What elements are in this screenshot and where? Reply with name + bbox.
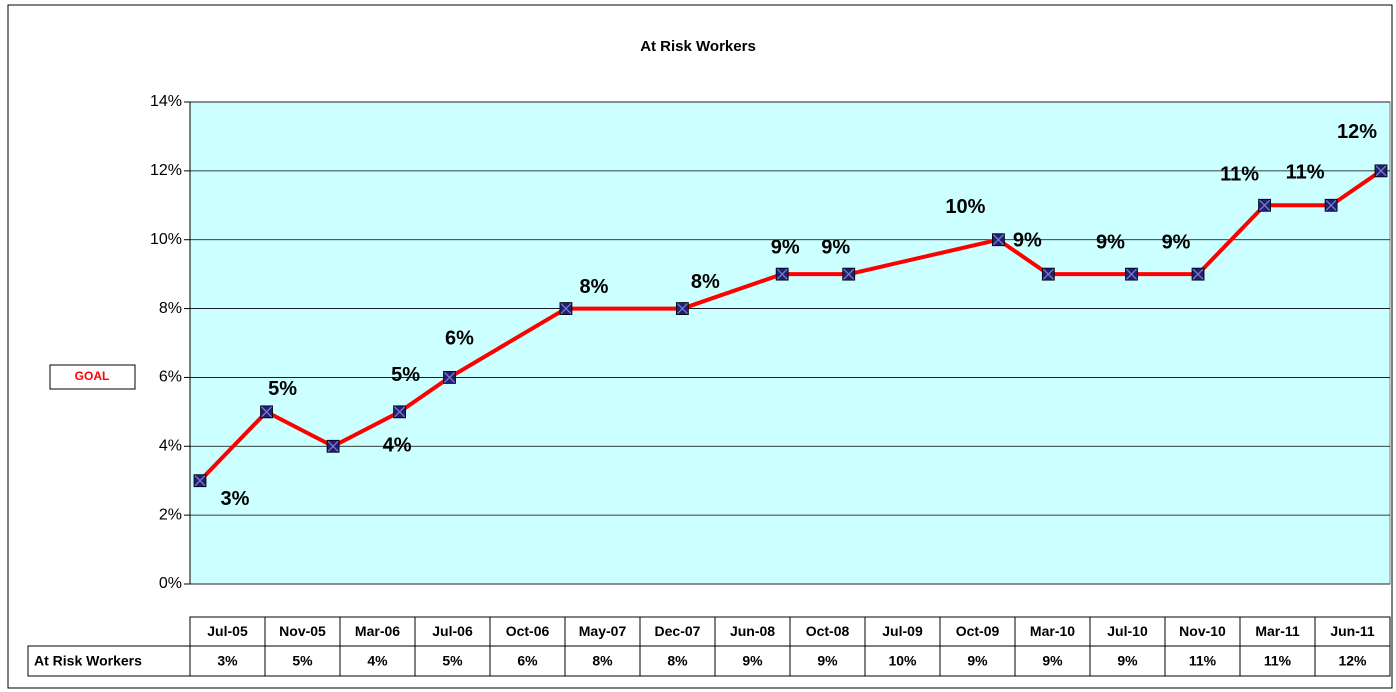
table-cell: 5% [292,653,313,669]
plot-area [189,101,1391,585]
marker [193,474,207,488]
marker-cross [394,406,406,418]
goal-label: GOAL [75,369,110,383]
marker-cross [676,303,688,314]
table-cell: 8% [667,653,688,669]
table-header: Dec-07 [655,623,701,639]
marker-cross [560,303,572,314]
table-header: Jun-08 [730,623,775,639]
table-cell: 4% [367,653,388,669]
marker [260,405,273,419]
table-cell: 10% [888,653,917,669]
table-header: Jun-11 [1330,623,1375,639]
data-label: 3% [221,488,250,510]
data-label: 12% [1337,121,1377,143]
data-label: 10% [945,196,985,218]
marker-cross [776,268,788,280]
y-tick-label: 2% [159,506,182,523]
marker [992,233,1005,247]
marker [1191,267,1205,281]
data-label: 9% [1013,229,1042,251]
marker-cross [843,268,855,280]
data-label: 9% [821,236,850,258]
marker [775,267,789,281]
table-cell: 11% [1189,653,1217,669]
table-cell: 5% [442,653,463,669]
table-header: Oct-09 [956,623,1000,639]
marker [675,302,689,315]
table-cell: 3% [217,653,238,669]
table-header: Jul-10 [1107,623,1148,639]
table-header: Mar-11 [1255,623,1300,639]
table-cell: 6% [517,653,538,669]
marker [1258,198,1271,212]
marker-cross [1126,268,1137,280]
data-label: 9% [771,236,800,258]
y-tick-label: 6% [159,369,182,386]
y-tick-label: 8% [159,300,182,317]
marker-cross [1325,199,1337,211]
marker-cross [1042,268,1054,280]
data-label: 5% [391,364,420,386]
marker [443,371,456,384]
series-line [198,169,1383,483]
marker [559,302,573,315]
data-label: 11% [1286,162,1325,184]
marker-cross [1192,268,1204,280]
table-data-row [27,645,1391,677]
table-cell: 9% [817,653,838,669]
table-cell: 9% [742,653,763,669]
y-tick-label: 10% [150,231,182,248]
marker-cross [327,440,339,452]
table-cell: 9% [967,653,988,669]
table-header: May-07 [579,623,627,639]
data-label: 9% [1096,231,1125,253]
table-header: Mar-10 [1030,623,1075,639]
marker-cross [1259,199,1270,211]
y-tick-label: 14% [150,93,182,110]
data-label: 9% [1162,231,1191,253]
marker [1324,198,1338,212]
goal-box [49,364,136,390]
marker [842,267,856,281]
marker-cross [444,372,455,383]
table-header: Jul-09 [882,623,923,639]
marker-cross [194,475,206,487]
table-header: Jul-05 [207,623,248,639]
data-label: 5% [268,378,297,400]
table-header: Oct-08 [806,623,850,639]
chart-title: At Risk Workers [640,38,756,55]
data-label: 6% [445,328,474,350]
marker-cross [261,406,272,418]
table-cell: 8% [592,653,613,669]
data-label: 4% [383,435,412,457]
table-cell: 11% [1264,653,1292,669]
table-cell: 12% [1338,653,1367,669]
y-tick-label: 12% [150,162,182,179]
marker [393,405,407,419]
table-header: Nov-05 [279,623,326,639]
table-header: Mar-06 [355,623,400,639]
table-cell: 9% [1117,653,1138,669]
marker-cross [992,234,1004,246]
table-cell: 9% [1042,653,1063,669]
table-header: Jul-06 [432,623,473,639]
data-label: 11% [1220,164,1259,186]
table-header: Oct-06 [506,623,550,639]
y-tick-label: 0% [159,575,182,592]
data-label: 8% [579,276,608,298]
marker-cross [1375,165,1387,177]
marker [1125,267,1138,281]
data-label: 8% [691,271,720,293]
marker [1374,164,1388,178]
y-tick-label: 4% [159,438,182,455]
marker [326,439,340,453]
marker [1041,267,1055,281]
table-header: Nov-10 [1179,623,1226,639]
table-row-header: At Risk Workers [34,653,142,669]
